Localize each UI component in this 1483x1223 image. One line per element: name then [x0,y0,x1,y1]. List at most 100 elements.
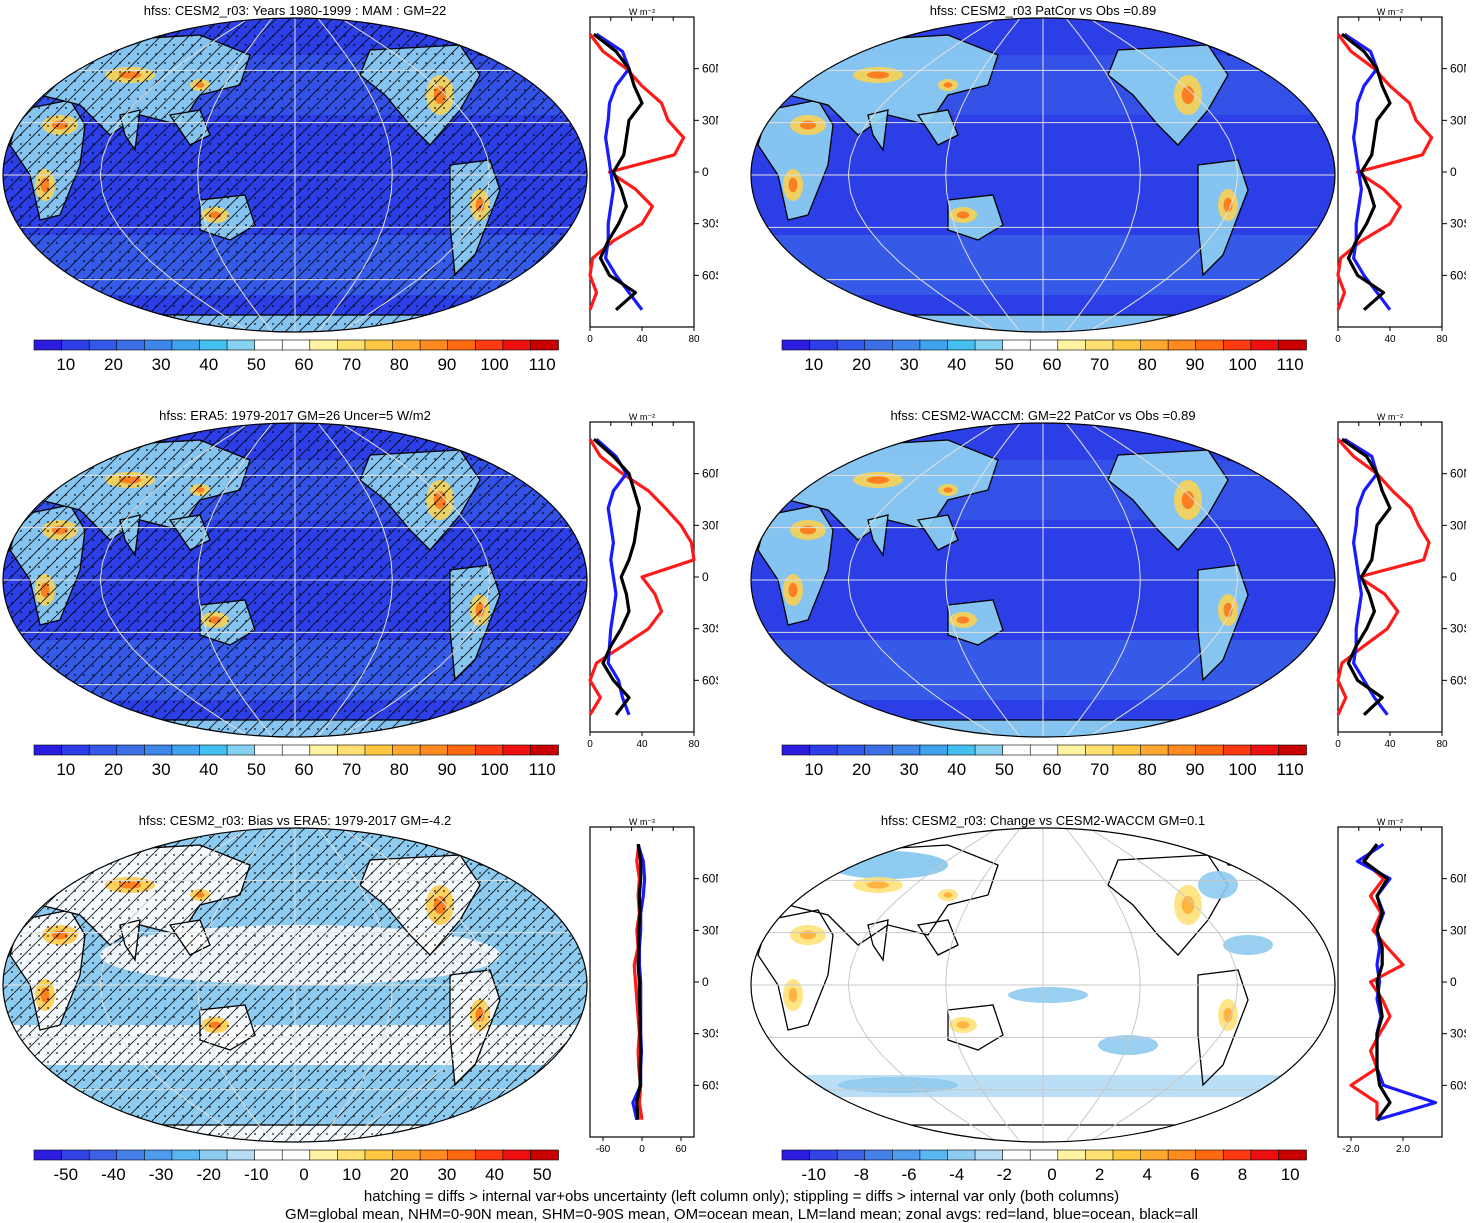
continent-outline [916,514,959,551]
longitude-gridline [317,423,393,737]
colorbar-tick-label: 90 [1185,355,1204,374]
profile-lat-tick-label: 30S [1450,622,1466,636]
colorbar-tick-label: 70 [342,760,361,779]
colorbar-swatch [1195,339,1225,351]
profile-lat-tick-label: 60N [702,872,718,886]
colorbar-swatch [419,339,449,351]
panel-title: hfss: ERA5: 1979-2017 GM=26 Uncer=5 W/m2 [159,408,431,423]
profile-lat-tick-label: 60N [1450,62,1466,76]
colorbar-tick-label: 20 [104,760,123,779]
colorbar-swatch [1222,1149,1252,1161]
colorbar-swatch [1112,1149,1142,1161]
colorbar-swatch [530,1149,559,1161]
profile-x-tick-label: 60 [675,1144,687,1155]
profile-lat-tick-label: 30S [1450,217,1466,231]
longitude-gridline [847,18,998,332]
profile-lat-tick-label: 30N [1450,923,1466,937]
colorbar-swatch [1002,339,1032,351]
colorbar-swatch [171,1149,201,1161]
profile-lat-tick-label: 0 [1450,165,1457,179]
panel-title: hfss: CESM2-WACCM: GM=22 PatCor vs Obs =… [890,408,1196,423]
colorbar-swatch [199,744,228,756]
colorbar-swatch [809,339,838,351]
colorbar-tick-label: -4 [949,1165,964,1184]
colorbar-tick-label: 10 [342,1165,361,1184]
continent-outline [1217,22,1270,56]
profile-x-tick-label: 80 [688,739,700,750]
colorbar-swatch [447,744,477,756]
colorbar-swatch [502,744,532,756]
world-map [2,827,588,1143]
ocean-zonal-mean-line [595,32,644,311]
colorbar: 10 20 30 40 50 60 70 80 90 100 110 [33,339,559,374]
colorbar-swatch [33,744,63,756]
all-zonal-mean-line [635,843,643,1120]
profile-x-tick-label: 0 [1335,334,1341,345]
panel-cesm2-waccm-climatology: hfss: CESM2-WACCM: GM=22 PatCor vs Obs =… [748,405,1483,785]
colorbar-swatch [226,339,256,351]
longitude-gridline [317,828,393,1142]
profile-x-tick-label: 80 [688,334,700,345]
profile-x-tick-label: 40 [1384,334,1396,345]
colorbar-tick-label: -40 [101,1165,126,1184]
colorbar-swatch [144,339,173,351]
all-zonal-mean-line [1340,437,1392,716]
map-border [750,422,1336,738]
continent-outline [757,909,834,1031]
colorbar-tick-label: 20 [852,355,871,374]
colorbar-swatch [1085,1149,1114,1161]
longitude-gridline [197,18,273,332]
colorbar-tick-label: 100 [1228,760,1256,779]
profile-x-tick-label: 0 [639,1144,645,1155]
colorbar-tick-label: -10 [244,1165,269,1184]
land-zonal-mean-line [588,438,696,716]
colorbar-tick-label: 40 [947,760,966,779]
world-map [2,17,588,333]
colorbar-tick-label: 90 [437,760,456,779]
colorbar-tick-label: -20 [196,1165,221,1184]
longitude-gridline [1065,828,1141,1142]
profile-x-tick-label: 40 [636,334,648,345]
colorbar-tick-label: 60 [1043,760,1062,779]
continent-outline [916,109,959,146]
colorbar-swatch [419,744,449,756]
colorbar-swatch [309,339,339,351]
colorbar-swatch [254,744,284,756]
colorbar-swatch [199,1149,228,1161]
colorbar-tick-label: 50 [247,760,266,779]
profile-lat-tick-label: 0 [702,570,709,584]
profile-lat-tick-label: 30S [702,1027,718,1041]
longitude-gridline [1088,423,1239,737]
profile-lat-tick-label: 60S [702,1078,718,1092]
colorbar: 10 20 30 40 50 60 70 80 90 100 110 [781,744,1307,779]
colorbar-swatch [1112,339,1142,351]
profile-x-tick-label: 80 [1436,739,1448,750]
profile-units-label: W m⁻² [629,7,655,17]
panel-title: hfss: CESM2_r03: Bias vs ERA5: 1979-2017… [138,813,452,828]
profile-x-tick-label: 0 [587,334,593,345]
longitude-gridline [340,423,491,737]
colorbar-tick-label: 80 [390,760,409,779]
colorbar-swatch [781,339,811,351]
colorbar-swatch [1250,1149,1280,1161]
colorbar: 10 20 30 40 50 60 70 80 90 100 110 [33,744,559,779]
colorbar-swatch [144,1149,173,1161]
colorbar-swatch [61,744,90,756]
colorbar-swatch [474,1149,504,1161]
colorbar-tick-label: 40 [199,355,218,374]
colorbar-tick-label: 110 [529,760,556,779]
profile-units-label: W m⁻² [629,817,655,827]
colorbar-tick-label: 50 [995,760,1014,779]
continent-outline [469,22,522,56]
profile-x-tick-label: 0 [587,739,593,750]
colorbar-swatch [337,744,366,756]
map-border [2,827,588,1143]
ocean-zonal-mean-line [1343,437,1389,716]
profile-lat-tick-label: 60S [1450,1078,1466,1092]
profile-lat-tick-label: 60N [702,62,718,76]
colorbar-swatch [781,1149,811,1161]
colorbar-tick-label: 20 [390,1165,409,1184]
continent-outline [867,109,889,152]
longitude-gridline [197,828,273,1142]
colorbar-tick-label: -6 [902,1165,917,1184]
